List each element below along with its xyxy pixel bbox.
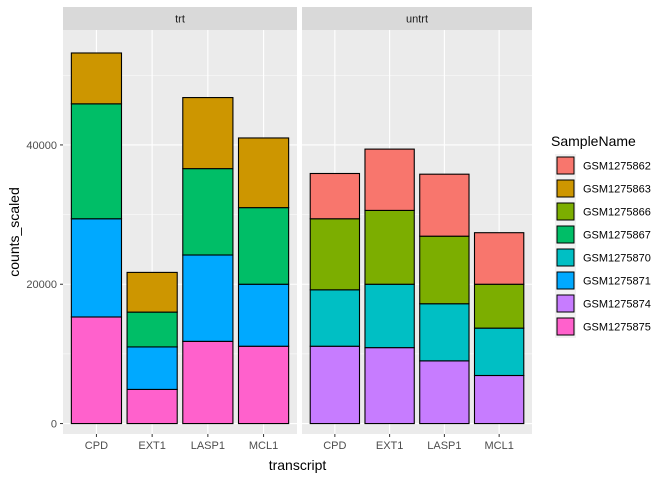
facet-panel-untrt: untrt CPD EXT1 LASP1 MCL1 <box>302 7 532 452</box>
legend-label-GSM1275874: GSM1275874 <box>583 299 651 311</box>
legend-label-GSM1275867: GSM1275867 <box>583 230 651 242</box>
bar-segment-untrt-CPD-GSM1275874 <box>309 345 361 425</box>
bar-segment-untrt-LASP1-GSM1275874 <box>419 360 470 425</box>
bar-segment-untrt-LASP1-GSM1275870 <box>419 303 470 362</box>
x-tick-label: LASP1 <box>427 440 461 452</box>
y-axis-title: counts_scaled <box>6 187 22 277</box>
y-tick-label: 0 <box>51 419 57 431</box>
legend: SampleName GSM1275862 GSM1275863 GSM127586… <box>551 133 651 338</box>
bar-segment-trt-EXT1-GSM1275863 <box>126 271 178 313</box>
legend-title: SampleName <box>551 133 636 149</box>
bar-segment-untrt-EXT1-GSM1275866 <box>364 209 415 285</box>
bar-segment-untrt-EXT1-GSM1275874 <box>364 347 415 425</box>
legend-swatch-GSM1275874 <box>556 294 575 313</box>
legend-label-GSM1275866: GSM1275866 <box>583 207 651 219</box>
bar-segment-trt-CPD-GSM1275875 <box>70 316 123 425</box>
bar-segment-untrt-MCL1-GSM1275870 <box>473 327 525 377</box>
bar-segment-untrt-MCL1-GSM1275874 <box>473 374 525 425</box>
facet-strip <box>302 7 532 30</box>
legend-label-GSM1275863: GSM1275863 <box>583 184 651 196</box>
legend-swatch-GSM1275867 <box>556 225 575 244</box>
x-tick-label: CPD <box>323 440 346 452</box>
facet-strip <box>63 7 297 30</box>
bar-segment-trt-LASP1-GSM1275871 <box>182 254 234 342</box>
bar-segment-trt-CPD-GSM1275871 <box>70 218 123 318</box>
legend-swatch-GSM1275871 <box>556 271 575 290</box>
bar-segment-trt-MCL1-GSM1275863 <box>237 137 290 209</box>
bar-segment-trt-CPD-GSM1275863 <box>70 52 123 105</box>
legend-swatch-GSM1275870 <box>556 248 575 267</box>
bar-segment-trt-LASP1-GSM1275863 <box>182 97 234 170</box>
bar-segment-untrt-LASP1-GSM1275866 <box>419 235 470 305</box>
legend-label-GSM1275862: GSM1275862 <box>583 161 651 173</box>
x-tick-label: EXT1 <box>138 440 166 452</box>
x-tick-label: MCL1 <box>484 440 513 452</box>
bar-segment-trt-LASP1-GSM1275867 <box>182 168 234 256</box>
x-axis-title: transcript <box>269 457 327 473</box>
bar-segment-trt-CPD-GSM1275867 <box>70 103 123 220</box>
y-tick-label: 40000 <box>26 140 57 152</box>
legend-swatch-GSM1275863 <box>556 179 575 198</box>
bar-segment-trt-EXT1-GSM1275871 <box>126 346 178 390</box>
bar-segment-trt-EXT1-GSM1275875 <box>126 388 178 425</box>
bar-segment-trt-MCL1-GSM1275867 <box>237 207 290 285</box>
bar-segment-untrt-LASP1-GSM1275862 <box>419 173 470 237</box>
facet-panel-trt: trt CPD EXT1 LASP1 MCL1 <box>63 7 297 452</box>
bar-segment-trt-EXT1-GSM1275867 <box>126 311 178 348</box>
bar-segment-untrt-CPD-GSM1275862 <box>309 172 361 220</box>
bar-segment-trt-LASP1-GSM1275875 <box>182 340 234 425</box>
y-axis: 0 20000 40000 <box>26 140 63 431</box>
x-tick-label: MCL1 <box>249 440 278 452</box>
legend-label-GSM1275875: GSM1275875 <box>583 322 651 334</box>
legend-label-GSM1275871: GSM1275871 <box>583 276 651 288</box>
y-tick-label: 20000 <box>26 279 57 291</box>
x-tick-label: EXT1 <box>376 440 404 452</box>
legend-swatch-GSM1275862 <box>556 156 575 175</box>
bar-segment-untrt-CPD-GSM1275870 <box>309 289 361 347</box>
bar-segment-untrt-CPD-GSM1275866 <box>309 218 361 291</box>
x-tick-label: LASP1 <box>191 440 225 452</box>
bar-segment-untrt-MCL1-GSM1275862 <box>473 232 525 285</box>
x-tick-label: CPD <box>85 440 108 452</box>
bar-segment-untrt-MCL1-GSM1275866 <box>473 283 525 329</box>
legend-label-GSM1275870: GSM1275870 <box>583 253 651 265</box>
legend-swatch-GSM1275875 <box>556 317 575 336</box>
bar-segment-trt-MCL1-GSM1275871 <box>237 283 290 347</box>
bar-segment-trt-MCL1-GSM1275875 <box>237 345 290 425</box>
facet-strip-label: trt <box>175 14 185 26</box>
bar-segment-untrt-EXT1-GSM1275870 <box>364 283 415 349</box>
facet-strip-label: untrt <box>406 14 428 26</box>
bar-segment-untrt-EXT1-GSM1275862 <box>364 148 415 211</box>
legend-swatch-GSM1275866 <box>556 202 575 221</box>
